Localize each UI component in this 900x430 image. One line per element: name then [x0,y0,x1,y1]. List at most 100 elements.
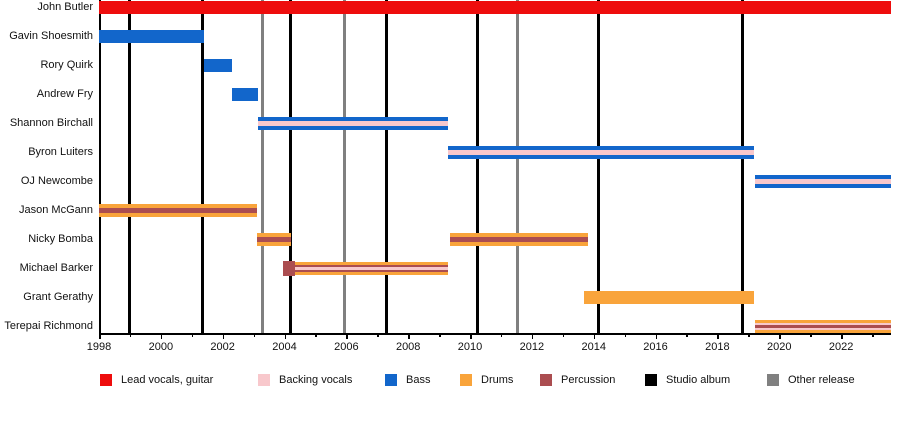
x-axis-minor-tick [253,333,256,337]
y-axis-spine [99,0,101,333]
timeline-bar-percussion [754,324,891,328]
legend-item-drums: Drums [460,374,610,388]
row-label: John Butler [37,1,93,13]
timeline-bar-percussion [449,236,588,242]
row-label: Jason McGann [19,204,93,216]
legend-item-lead: Lead vocals, guitar [100,374,250,388]
legend-label: Lead vocals, guitar [121,374,214,386]
x-axis-minor-tick [624,333,627,337]
legend-label: Studio album [666,374,731,386]
x-axis-minor-tick [191,333,194,337]
x-axis-minor-tick [748,333,750,337]
x-axis-tick-label: 2012 [519,341,545,353]
row-label: Michael Barker [19,262,93,274]
legend-label: Percussion [561,374,616,386]
row-label: OJ Newcombe [20,175,93,187]
x-axis-major-tick [99,333,101,339]
studio-album-line [385,0,389,333]
x-axis-tick-label: 2014 [581,341,606,353]
x-axis-major-tick [841,333,843,339]
legend-item-studio_album: Studio album [645,374,795,388]
studio-album-line [128,0,132,333]
x-axis-tick-label: 2022 [828,341,854,353]
x-axis-major-tick [531,333,534,339]
timeline-bar-percussion [282,260,296,276]
timeline-bar-lead [99,0,891,14]
x-axis-tick-label: 2000 [148,341,174,353]
legend-label: Drums [481,374,514,386]
legend-swatch-percussion [540,374,552,386]
x-axis-major-tick [593,333,596,339]
timeline-bar-percussion [99,207,257,213]
timeline-bar-bass [231,87,259,101]
x-axis-major-tick [408,333,410,339]
x-axis-major-tick [284,333,287,339]
x-axis-major-tick [470,333,472,339]
studio-album-line [476,0,480,333]
x-axis-major-tick [346,333,348,339]
legend-swatch-drums [460,374,472,386]
x-axis-tick-label: 2008 [395,341,421,353]
row-label: Andrew Fry [36,88,93,100]
timeline-bar-percussion [256,236,291,242]
legend-swatch-studio_album [645,374,657,386]
x-axis-major-tick [160,333,163,339]
legend-label: Bass [406,374,431,386]
timeline-bar-backing [258,120,449,126]
x-axis-minor-tick [872,333,874,337]
row-label: Nicky Bomba [28,233,93,245]
studio-album-line [289,0,293,333]
legend-swatch-other_release [767,374,779,386]
timeline-bar-bass [204,58,232,72]
row-label: Grant Gerathy [23,291,93,303]
timeline-bar-drums [584,290,755,304]
legend-item-bass: Bass [385,374,535,388]
x-axis-tick-label: 2018 [705,341,730,353]
legend-swatch-lead [100,374,112,386]
x-axis-major-tick [655,333,658,339]
x-axis-spine [99,333,891,335]
timeline-bar-backing [448,149,755,155]
x-axis-major-tick [717,333,719,339]
x-axis-minor-tick [377,333,379,337]
x-axis-minor-tick [500,333,503,337]
timeline-bar-bass [99,29,205,43]
row-label: Gavin Shoesmith [9,30,93,42]
legend-item-percussion: Percussion [540,374,690,388]
x-axis-tick-label: 2004 [272,341,297,353]
legend-item-other_release: Other release [767,374,900,388]
timeline-bar-backing [295,266,449,270]
row-label: Shannon Birchall [9,117,93,129]
x-axis-minor-tick [562,333,565,337]
x-axis-major-tick [222,333,225,339]
x-axis-tick-label: 2020 [766,341,792,353]
x-axis-major-tick [779,333,781,339]
x-axis-minor-tick [129,333,132,337]
legend-label: Backing vocals [279,374,353,386]
other-release-line [261,0,265,333]
legend-swatch-bass [385,374,397,386]
x-axis-minor-tick [686,333,688,337]
x-axis-tick-label: 2006 [334,341,359,353]
other-release-line [343,0,347,333]
x-axis-tick-label: 2016 [643,341,668,353]
row-label: Terepai Richmond [4,320,93,332]
legend-item-backing: Backing vocals [258,374,408,388]
studio-album-line [596,0,600,333]
timeline-bar-backing [754,178,891,184]
row-label: Byron Luiters [28,146,93,158]
legend-label: Other release [788,374,855,386]
x-axis-tick-label: 2010 [457,341,483,353]
studio-album-line [201,0,205,333]
x-axis-tick-label: 1998 [86,341,112,353]
other-release-line [516,0,520,333]
legend-swatch-backing [258,374,270,386]
x-axis-minor-tick [315,333,317,337]
studio-album-line [740,0,744,333]
x-axis-minor-tick [439,333,441,337]
x-axis-minor-tick [810,333,812,337]
x-axis-tick-label: 2002 [210,341,235,353]
row-label: Rory Quirk [40,59,93,71]
